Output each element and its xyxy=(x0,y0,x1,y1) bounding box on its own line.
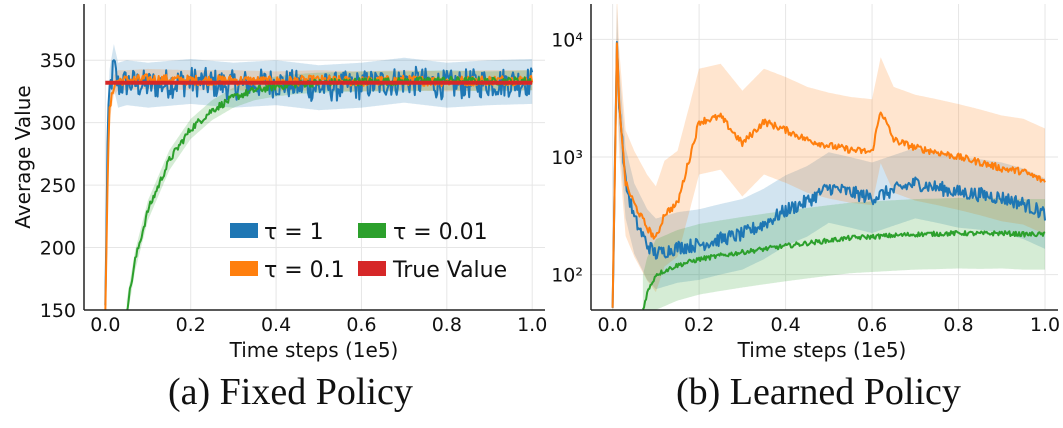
series-lines xyxy=(104,59,534,310)
y-tick-labels: 10² 10³ 10⁴ xyxy=(551,29,583,286)
panel-learned-policy: 10² 10³ 10⁴ 0.0 0.2 0.4 0.6 0.8 1.0 Time steps … xyxy=(551,4,1061,362)
x-tick-label: 0.2 xyxy=(684,314,714,336)
x-tick-label: 0.6 xyxy=(857,314,887,336)
y-tick-label: 10⁴ xyxy=(551,29,583,51)
series-line-1 xyxy=(611,41,1046,308)
legend-swatch-tau-1 xyxy=(230,223,258,238)
y-tick-label: 10² xyxy=(551,265,583,287)
x-tick-label: 0.8 xyxy=(432,314,462,336)
variance-bands xyxy=(105,44,533,310)
y-tick-label: 350 xyxy=(40,50,76,72)
legend-swatch-tau-01 xyxy=(230,261,258,276)
x-tick-label: 0.0 xyxy=(598,314,628,336)
legend-label-tau-001: τ = 0.01 xyxy=(393,220,488,245)
legend-swatch-tau-001 xyxy=(358,223,386,238)
x-tick-label: 0.4 xyxy=(261,314,291,336)
legend-swatch-true-value xyxy=(358,261,386,276)
legend-label-tau-1: τ = 1 xyxy=(264,220,324,245)
series-line-1 xyxy=(104,59,534,306)
band-0-1 xyxy=(612,4,1045,310)
x-tick-labels: 0.0 0.2 0.4 0.6 0.8 1.0 xyxy=(90,314,547,336)
panel-fixed-policy: 150 200 250 300 350 0.0 0.2 0.4 0.6 0.8 1.0 Avera… xyxy=(11,4,547,362)
legend: τ = 1 τ = 0.01 τ = 0.1 True Value xyxy=(230,220,507,283)
x-tick-label: 0.2 xyxy=(176,314,206,336)
x-axis-label: Time steps (1e5) xyxy=(737,338,907,362)
series-line-0-1 xyxy=(104,73,534,310)
y-tick-label: 200 xyxy=(40,238,76,260)
y-tick-labels: 150 200 250 300 350 xyxy=(40,50,76,322)
x-tick-label: 0.4 xyxy=(770,314,800,336)
series-lines xyxy=(611,41,1046,310)
y-axis-label: Average Value xyxy=(11,85,35,228)
x-axis-label: Time steps (1e5) xyxy=(229,338,399,362)
legend-label-tau-01: τ = 0.1 xyxy=(264,258,345,283)
x-tick-label: 0.0 xyxy=(90,314,120,336)
band-1 xyxy=(105,44,533,310)
grid xyxy=(591,4,1058,310)
series-line-0-1 xyxy=(611,42,1046,308)
y-tick-label: 250 xyxy=(40,175,76,197)
x-tick-labels: 0.0 0.2 0.4 0.6 0.8 1.0 xyxy=(598,314,1061,336)
caption-fixed-policy: (a) Fixed Policy xyxy=(168,371,413,413)
series-line-0-01 xyxy=(642,230,1046,310)
y-tick-label: 10³ xyxy=(551,147,583,169)
x-tick-label: 1.0 xyxy=(1030,314,1060,336)
x-tick-label: 0.8 xyxy=(943,314,973,336)
band-0-01 xyxy=(642,197,1045,310)
y-tick-label: 150 xyxy=(40,300,76,322)
legend-label-true-value: True Value xyxy=(392,258,507,283)
caption-learned-policy: (b) Learned Policy xyxy=(676,371,961,413)
x-tick-label: 1.0 xyxy=(517,314,547,336)
x-tick-label: 0.6 xyxy=(346,314,376,336)
variance-bands xyxy=(612,4,1045,310)
y-tick-label: 300 xyxy=(40,113,76,135)
